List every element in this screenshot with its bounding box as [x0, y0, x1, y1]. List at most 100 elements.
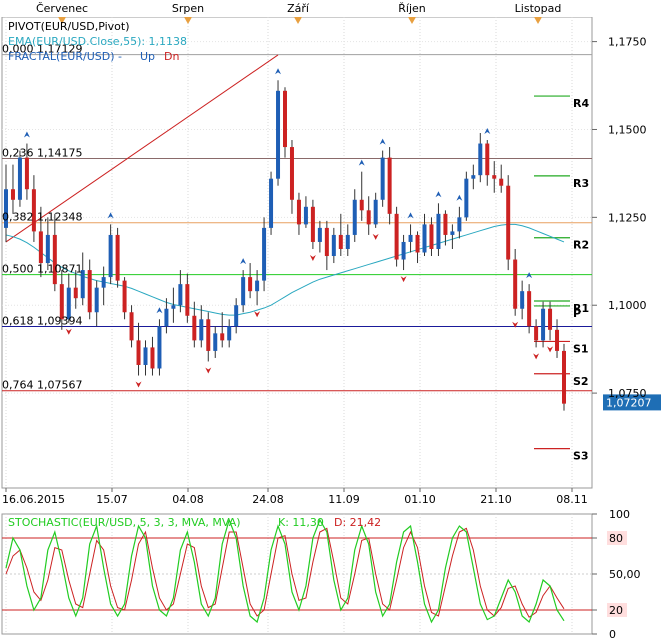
fractal-down-icon	[254, 311, 261, 318]
stoch-k-line	[5, 518, 565, 624]
candle-body	[331, 234, 336, 257]
candle-body	[492, 175, 497, 179]
candle-body	[450, 231, 455, 235]
candle-body	[513, 259, 518, 309]
candle-body	[136, 340, 141, 365]
fractal-dn-legend: Dn	[164, 50, 179, 63]
candle-body	[276, 90, 281, 179]
candle-body	[185, 284, 190, 316]
fractal-down-icon	[400, 276, 407, 283]
candle-body	[457, 217, 462, 232]
ema-legend: EMA(EUR/USD.Close,55): 1,1138	[8, 35, 187, 48]
candle-body	[380, 157, 385, 200]
pivot-label: R1	[573, 302, 589, 315]
month-bar	[0, 0, 664, 17]
candle-body	[436, 213, 441, 249]
fractal-up-icon	[526, 272, 533, 279]
date-label: 21.10	[480, 493, 512, 506]
candle-body	[296, 199, 301, 225]
month-label: Srpen	[172, 2, 204, 15]
month-marker-icon	[294, 17, 302, 24]
date-label: 24.08	[252, 493, 284, 506]
stoch-band-badge	[607, 603, 627, 617]
fractal-up-icon	[435, 191, 442, 198]
pivot-label: S2	[573, 375, 589, 388]
candle-body	[373, 199, 378, 225]
pivot-label: R3	[573, 177, 589, 190]
fib-label: 0,618 1,09394	[2, 315, 82, 328]
fractal-up-icon	[23, 131, 30, 138]
month-marker-icon	[408, 17, 416, 24]
candle-body	[541, 308, 546, 341]
candle-body	[45, 234, 50, 264]
pivot-label: P	[573, 307, 581, 320]
date-label: 15.07	[96, 493, 128, 506]
candle-body	[429, 224, 434, 249]
candle-body	[164, 308, 169, 327]
candle-body	[562, 350, 566, 404]
candle-body	[352, 199, 357, 235]
fractal-up-icon	[484, 128, 491, 135]
fractal-up-icon	[358, 159, 365, 166]
price-tick-label: 1,1500	[608, 123, 647, 136]
stoch-tick-label: 20	[609, 604, 623, 617]
candle-body	[324, 227, 329, 257]
pivot-label: R2	[573, 239, 589, 252]
candle-body	[94, 287, 99, 313]
candle-body	[80, 270, 85, 299]
candle-body	[310, 206, 315, 242]
current-price-badge	[603, 394, 661, 411]
candle-body	[443, 213, 448, 235]
price-tick-label: 1,1250	[608, 211, 647, 224]
candle-body	[4, 189, 8, 228]
candle-body	[129, 312, 134, 341]
fib-label: 0,382 1,12348	[2, 211, 82, 224]
candle-body	[17, 157, 22, 200]
trend-line	[5, 54, 279, 243]
candle-body	[24, 157, 29, 190]
fractal-legend: FRACTAL(EUR/USD) -	[8, 50, 122, 63]
pivot-label: S1	[573, 342, 589, 355]
candle-body	[317, 227, 322, 242]
candle-body	[73, 287, 78, 299]
date-label: 04.08	[172, 493, 204, 506]
candle-body	[171, 305, 176, 309]
month-label: Červenec	[36, 2, 88, 15]
candle-body	[31, 189, 36, 232]
candle-body	[422, 224, 427, 253]
candle-body	[234, 305, 239, 327]
price-tick-label: 1,1750	[608, 36, 647, 49]
fib-label: 0,236 1,14175	[2, 146, 82, 159]
candle-body	[220, 333, 225, 341]
fractal-down-icon	[372, 233, 379, 240]
fractal-down-icon	[309, 254, 316, 261]
candle-body	[485, 143, 490, 176]
date-label: 16.06.2015	[2, 493, 65, 506]
candle-body	[303, 206, 308, 225]
candle-body	[394, 213, 399, 260]
candle-body	[471, 175, 476, 179]
month-label: Listopad	[515, 2, 562, 15]
stoch-band-badge	[607, 531, 627, 545]
candle-body	[199, 319, 204, 341]
month-marker-icon	[184, 17, 192, 24]
candle-body	[359, 199, 364, 211]
date-label: 08.11	[556, 493, 588, 506]
current-price: 1,07207	[606, 396, 652, 409]
fractal-down-icon	[205, 367, 212, 374]
candle-body	[213, 333, 218, 351]
month-marker-icon	[534, 17, 542, 24]
candle-body	[10, 189, 15, 200]
stoch-title: STOCHASTIC(EUR/USD, 5, 3, 3, MVA, MVA)	[8, 516, 241, 529]
fib-label: 0,764 1,07567	[2, 379, 82, 392]
stoch-tick-label: 100	[609, 508, 630, 521]
pivot-label: R4	[573, 97, 589, 110]
candle-body	[520, 291, 525, 309]
fractal-up-legend: Up	[140, 50, 155, 63]
candle-body	[178, 284, 183, 306]
candle-body	[206, 319, 211, 351]
stoch-tick-label: 80	[609, 532, 623, 545]
candle-body	[548, 308, 553, 330]
candle-body	[227, 326, 232, 341]
